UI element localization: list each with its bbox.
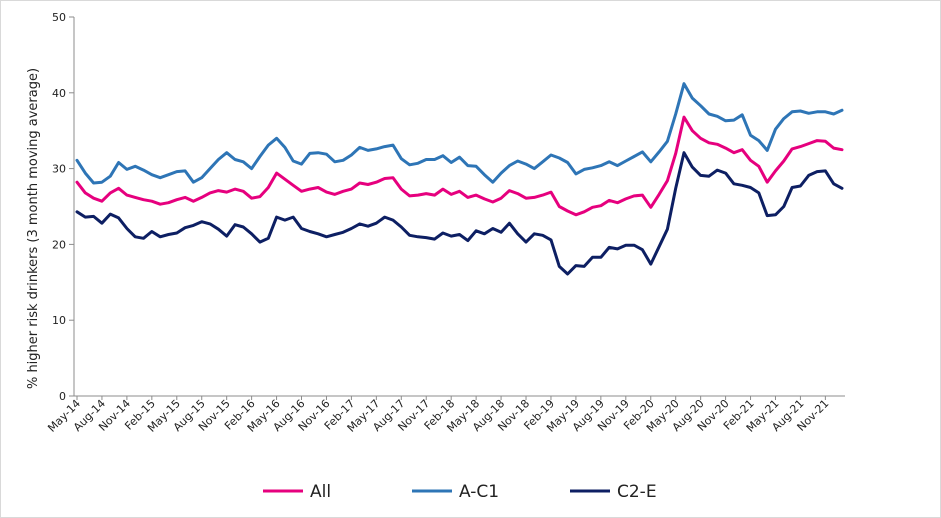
chart-series — [75, 82, 844, 276]
legend-label-c2-e: C2-E — [617, 482, 657, 502]
series-line-all — [75, 115, 844, 217]
y-axis-title: % higher risk drinkers (3 month moving a… — [26, 68, 41, 389]
legend-label-all: All — [310, 482, 331, 502]
y-tick-label: 10 — [52, 314, 66, 327]
y-tick-label: 0 — [59, 390, 66, 403]
y-tick-label: 20 — [52, 238, 66, 251]
chart-axes: 0 10 20 30 40 50 % higher risk drinkers (3 mon… — [26, 11, 845, 435]
series-line-a-c1 — [75, 82, 844, 185]
chart-legend: All A-C1 C2-E — [263, 482, 657, 502]
legend-label-a-c1: A-C1 — [459, 482, 499, 502]
y-tick-label: 40 — [52, 87, 66, 100]
series-line-c2-e — [75, 151, 844, 276]
y-tick-label: 30 — [52, 163, 66, 176]
y-tick-label: 50 — [52, 11, 66, 24]
